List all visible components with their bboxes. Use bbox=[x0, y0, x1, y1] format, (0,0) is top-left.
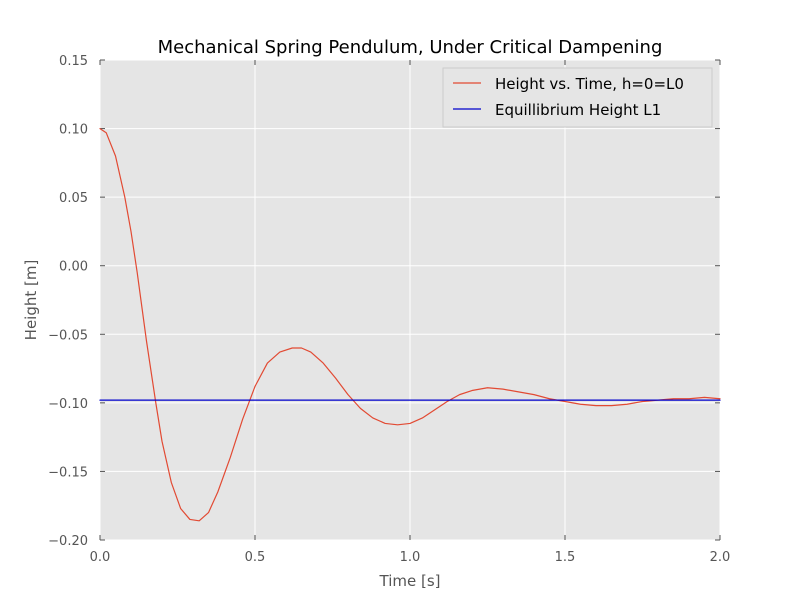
y-tick-label: −0.15 bbox=[48, 465, 88, 480]
y-tick-label: 0.00 bbox=[59, 260, 88, 275]
grid bbox=[99, 59, 721, 541]
series-layer bbox=[99, 127, 721, 522]
legend-label-equilibrium: Equillibrium Height L1 bbox=[495, 101, 661, 119]
x-tick-label: 0.5 bbox=[245, 550, 266, 565]
x-tick-label: 1.0 bbox=[400, 550, 421, 565]
y-tick-label: −0.20 bbox=[48, 534, 88, 549]
y-tick-label: 0.10 bbox=[59, 123, 88, 138]
height-series-line bbox=[99, 127, 721, 522]
legend-box bbox=[442, 67, 713, 128]
x-tick-label: 0.0 bbox=[90, 550, 111, 565]
ticks: 0.0 0.5 1.0 1.5 2.0 0.15 0.10 0.05 0.00 −0.05 −0.1… bbox=[48, 54, 730, 565]
legend: Height vs. Time, h=0=L0 Equillibrium Hei… bbox=[442, 67, 713, 128]
x-tick-label: 2.0 bbox=[710, 550, 731, 565]
chart-title: Mechanical Spring Pendulum, Under Critic… bbox=[158, 37, 663, 58]
legend-label-height: Height vs. Time, h=0=L0 bbox=[495, 75, 684, 93]
y-tick-label: −0.05 bbox=[48, 328, 88, 343]
y-tick-label: 0.05 bbox=[59, 191, 88, 206]
y-tick-label: −0.10 bbox=[48, 397, 88, 412]
x-tick-label: 1.5 bbox=[555, 550, 576, 565]
y-tick-label: 0.15 bbox=[59, 54, 88, 69]
x-axis-label: Time [s] bbox=[379, 572, 441, 590]
y-axis-label: Height [m] bbox=[22, 260, 40, 341]
